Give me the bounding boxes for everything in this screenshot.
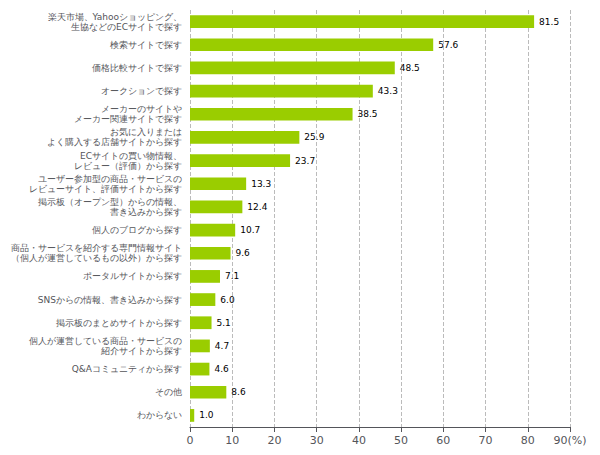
svg-text:10: 10 [225, 434, 239, 447]
svg-text:メーカーのサイトや: メーカーのサイトや [101, 104, 182, 114]
svg-text:商品・サービスを紹介する専門情報サイト: 商品・サービスを紹介する専門情報サイト [11, 243, 182, 253]
svg-text:よく購入する店舗サイトから探す: よく購入する店舗サイトから探す [47, 137, 182, 147]
svg-text:4.7: 4.7 [215, 341, 229, 351]
svg-text:23.7: 23.7 [295, 156, 315, 166]
svg-text:40: 40 [352, 434, 366, 447]
svg-text:わからない: わからない [137, 410, 182, 420]
svg-text:10.7: 10.7 [240, 225, 260, 235]
svg-text:4.6: 4.6 [214, 364, 229, 374]
svg-text:掲示板のまとめサイトから探す: 掲示板のまとめサイトから探す [56, 318, 182, 328]
svg-text:8.6: 8.6 [231, 387, 246, 397]
svg-text:7.1: 7.1 [225, 271, 239, 281]
svg-text:ポータルサイトから探す: ポータルサイトから探す [83, 271, 182, 281]
svg-text:43.3: 43.3 [378, 86, 398, 96]
svg-text:お気に入りまたは: お気に入りまたは [110, 127, 182, 137]
svg-text:25.9: 25.9 [304, 132, 324, 142]
svg-text:楽天市場、Yahooショッピング、: 楽天市場、Yahooショッピング、 [48, 12, 183, 22]
svg-text:20: 20 [267, 434, 281, 447]
svg-text:メーカー関連サイトで探す: メーカー関連サイトで探す [74, 114, 182, 124]
svg-text:6.0: 6.0 [220, 295, 235, 305]
svg-text:掲示板（オープン型）からの情報、: 掲示板（オープン型）からの情報、 [38, 197, 182, 207]
svg-text:ユーザー参加型の商品・サービスの: ユーザー参加型の商品・サービスの [38, 174, 182, 184]
svg-text:価格比較サイトで探す: 価格比較サイトで探す [92, 63, 182, 73]
svg-text:5.1: 5.1 [217, 318, 231, 328]
svg-text:Q&Aコミュニティから探す: Q&Aコミュニティから探す [72, 364, 182, 374]
svg-text:48.5: 48.5 [400, 63, 420, 73]
svg-text:9.6: 9.6 [236, 248, 251, 258]
svg-text:70: 70 [479, 434, 493, 447]
svg-text:0: 0 [187, 434, 194, 447]
svg-text:オークションで探す: オークションで探す [101, 86, 182, 96]
svg-text:個人のブログから探す: 個人のブログから探す [92, 225, 182, 235]
svg-text:38.5: 38.5 [358, 109, 378, 119]
svg-text:13.3: 13.3 [251, 179, 271, 189]
svg-text:レビューサイト、評価サイトから探す: レビューサイト、評価サイトから探す [29, 184, 182, 194]
svg-text:紹介サイトから探す: 紹介サイトから探す [100, 346, 182, 356]
svg-text:生協などのECサイトで探す: 生協などのECサイトで探す [71, 22, 182, 32]
svg-text:80: 80 [521, 434, 535, 447]
svg-text:30: 30 [310, 434, 324, 447]
svg-text:90(%): 90(%) [553, 434, 586, 447]
svg-text:12.4: 12.4 [247, 202, 267, 212]
svg-text:書き込みから探す: 書き込みから探す [110, 207, 182, 217]
svg-text:81.5: 81.5 [539, 17, 559, 27]
svg-text:レビュー（評価）から探す: レビュー（評価）から探す [74, 161, 182, 171]
svg-text:その他: その他 [155, 387, 182, 397]
svg-text:SNSからの情報、書き込みから探す: SNSからの情報、書き込みから探す [38, 295, 182, 305]
svg-text:個人が運営している商品・サービスの: 個人が運営している商品・サービスの [29, 336, 182, 346]
svg-text:50: 50 [394, 434, 408, 447]
svg-text:ECサイトの買い物情報、: ECサイトの買い物情報、 [80, 151, 182, 161]
svg-text:60: 60 [436, 434, 450, 447]
svg-text:1.0: 1.0 [199, 410, 214, 420]
svg-text:57.6: 57.6 [438, 40, 458, 50]
svg-text:（個人が運営しているもの以外）から探す: （個人が運営しているもの以外）から探す [11, 253, 182, 263]
svg-text:検索サイトで探す: 検索サイトで探す [110, 40, 182, 50]
